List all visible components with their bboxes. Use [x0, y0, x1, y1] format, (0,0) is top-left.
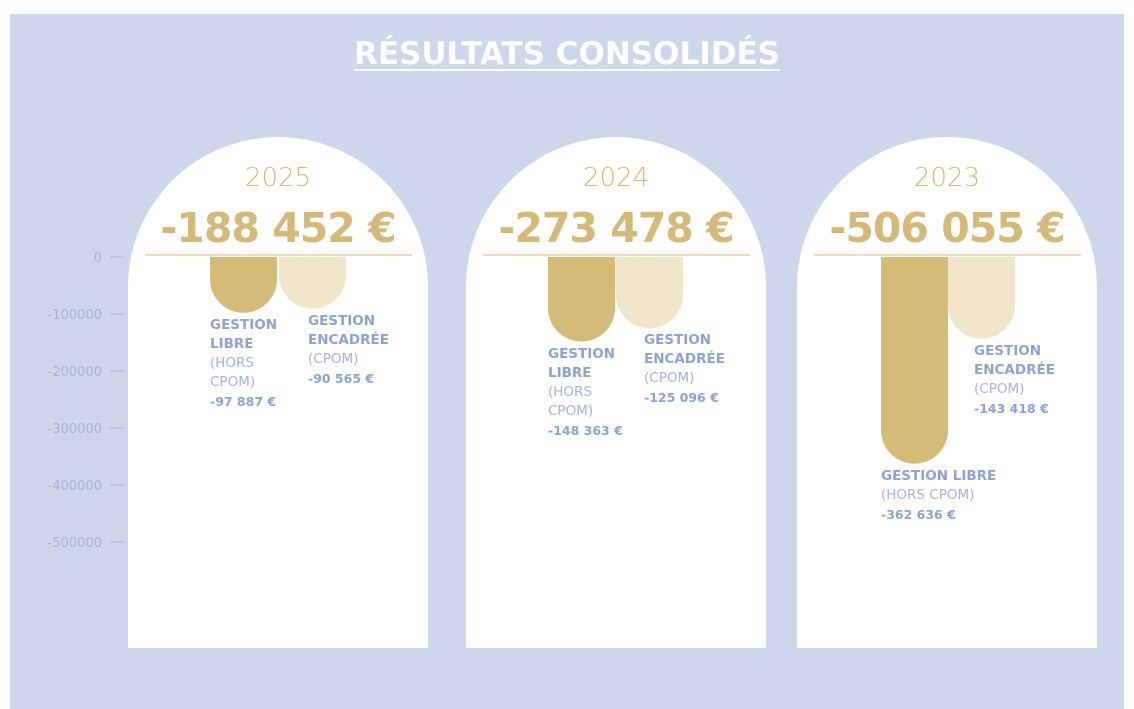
panel-year: 2025	[245, 163, 311, 193]
category-note: (CPOM)	[644, 370, 695, 387]
bar	[948, 257, 1015, 339]
bar	[548, 257, 615, 342]
y-tick-label: -400000	[48, 479, 102, 494]
value-label: -97 887 €	[210, 393, 277, 409]
category-label: GESTION LIBRE	[210, 316, 278, 352]
bar-label: GESTION ENCADRÉE (CPOM) -143 418 €	[974, 342, 1064, 418]
bar	[279, 257, 346, 309]
y-tick-label: -100000	[48, 308, 102, 323]
bar-label: GESTION LIBRE (HORS CPOM) -362 636 €	[881, 467, 1011, 524]
panel-total: -506 055 €	[829, 204, 1064, 252]
category-label: GESTION ENCADRÉE	[974, 342, 1055, 378]
y-tick-label: -500000	[48, 536, 102, 551]
panel-total: -273 478 €	[498, 204, 733, 252]
value-label: -143 418 €	[974, 400, 1049, 416]
y-tick-label: -200000	[48, 365, 102, 380]
value-label: -148 363 €	[548, 422, 623, 438]
page-title: RÉSULTATS CONSOLIDÉS	[353, 36, 780, 72]
category-label: GESTION ENCADRÉE	[644, 332, 725, 368]
panel-arch	[466, 137, 766, 649]
bar	[210, 257, 277, 313]
y-tick-label: 0	[94, 251, 102, 266]
category-note: (CPOM)	[308, 350, 359, 367]
category-note: (HORS CPOM)	[210, 354, 256, 390]
y-tick-label: -300000	[48, 422, 102, 437]
value-label: -362 636 €	[881, 506, 956, 522]
category-note: (CPOM)	[974, 380, 1025, 397]
value-label: -90 565 €	[308, 370, 375, 386]
panel-total: -188 452 €	[160, 204, 395, 252]
panel-arch	[128, 137, 428, 648]
panel-year: 2024	[583, 163, 649, 193]
bar-label: GESTION LIBRE (HORS CPOM) -148 363 €	[548, 345, 628, 440]
category-label: GESTION ENCADRÉE	[308, 312, 389, 348]
category-note: (HORS CPOM)	[881, 486, 975, 503]
panel-year: 2023	[914, 163, 980, 193]
category-note: (HORS CPOM)	[548, 383, 594, 419]
bar-label: GESTION ENCADRÉE (CPOM) -90 565 €	[308, 312, 398, 388]
value-label: -125 096 €	[644, 390, 719, 406]
bar-label: GESTION ENCADRÉE (CPOM) -125 096 €	[644, 331, 734, 407]
bar-label: GESTION LIBRE (HORS CPOM) -97 887 €	[210, 316, 290, 411]
bar	[616, 257, 683, 329]
category-label: GESTION LIBRE	[548, 345, 616, 381]
bar	[881, 257, 948, 464]
category-label: GESTION LIBRE	[881, 467, 997, 484]
